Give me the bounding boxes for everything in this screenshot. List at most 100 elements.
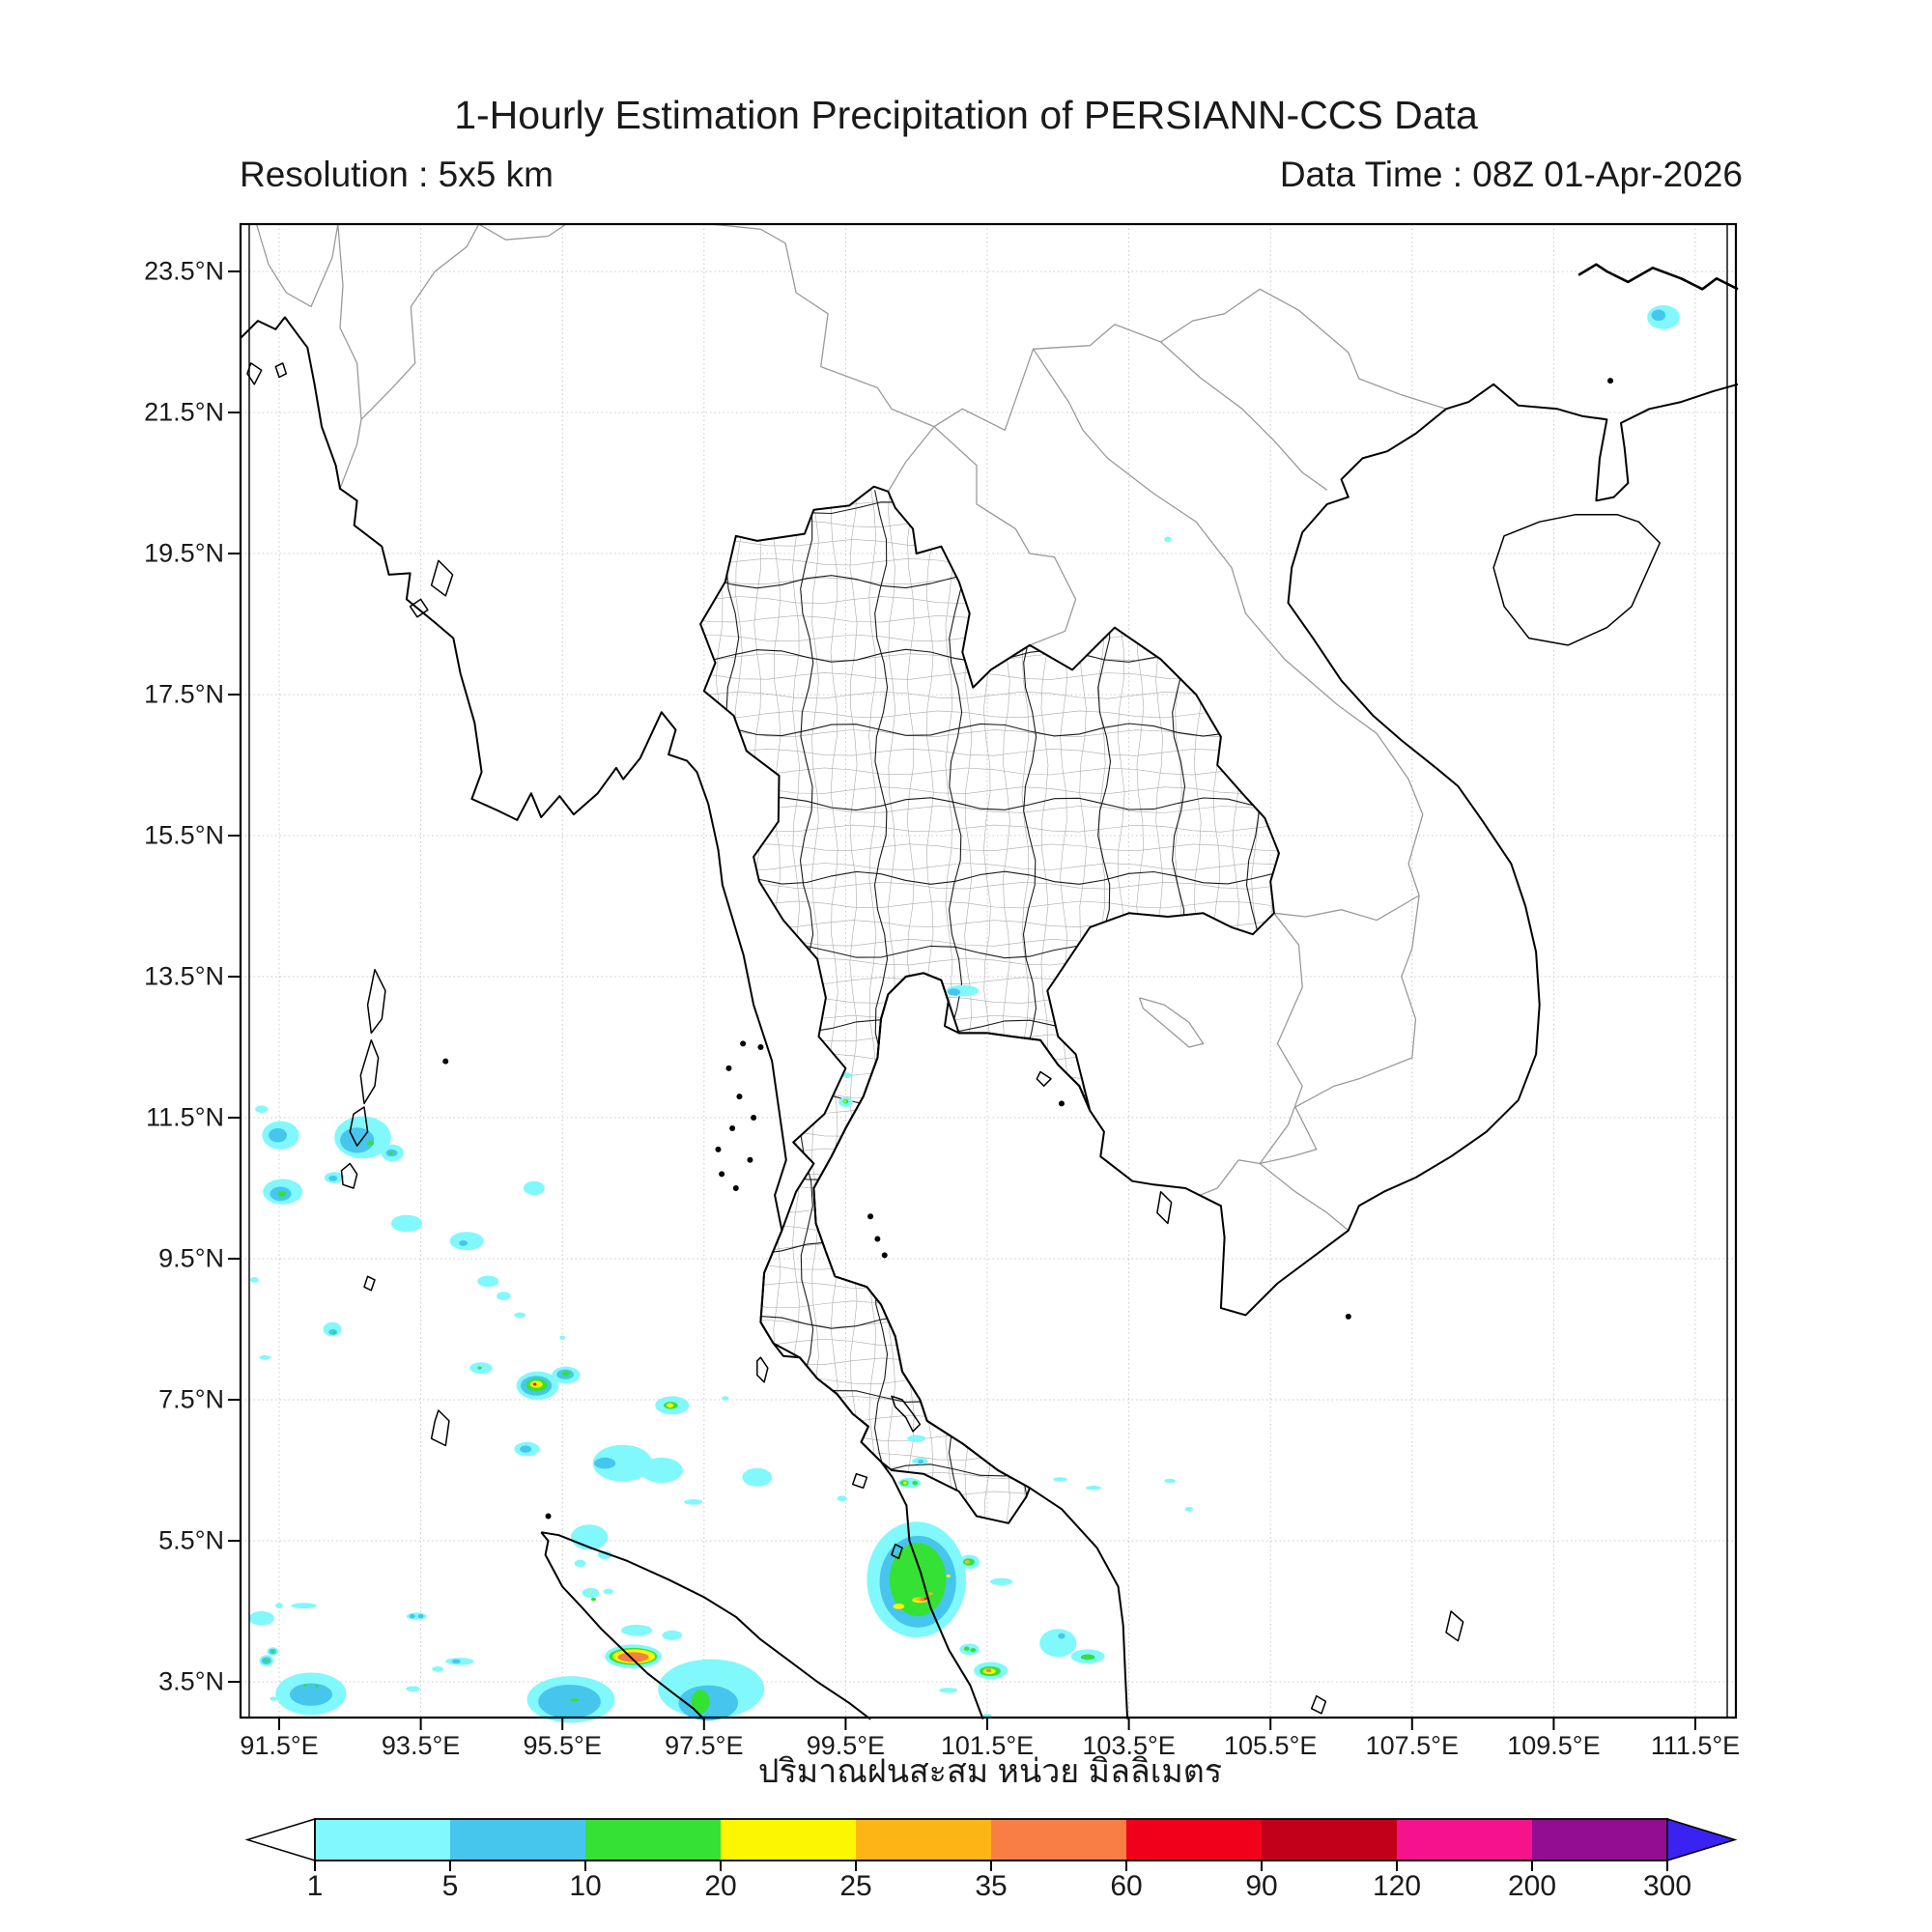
precip-cell	[574, 1559, 586, 1568]
precip-cell	[291, 1603, 317, 1609]
precip-cell	[269, 1127, 288, 1143]
country-borders-rivers	[255, 223, 1447, 1232]
precip-cell	[406, 1686, 420, 1692]
precip-cell	[390, 1214, 423, 1233]
precip-cell	[570, 1524, 609, 1550]
colorbar-tick-label: 20	[704, 1870, 737, 1902]
precip-cell	[315, 1684, 319, 1688]
precip-cell	[249, 1277, 259, 1283]
x-tick-label: 91.5°E	[240, 1731, 319, 1760]
y-tick-label: 17.5°N	[144, 679, 224, 709]
precip-cell	[264, 1659, 270, 1662]
resolution-label: Resolution : 5x5 km	[240, 155, 554, 194]
precip-cell	[963, 1646, 970, 1651]
precip-cell	[477, 1275, 499, 1288]
precip-cell	[459, 1240, 468, 1246]
precip-cell	[582, 1587, 600, 1599]
y-tick-label: 11.5°N	[146, 1102, 224, 1132]
colorbar-tick-label: 1	[306, 1870, 324, 1902]
colorbar-segment	[991, 1819, 1126, 1861]
precip-cell	[912, 1480, 919, 1486]
colorbar-tick-label: 120	[1372, 1870, 1422, 1902]
colorbar-segment	[856, 1819, 991, 1861]
colorbar-segment	[1532, 1819, 1667, 1861]
precipitation-layer	[248, 305, 1680, 1723]
precip-cell	[939, 1688, 958, 1693]
precip-cell	[684, 1498, 703, 1505]
precip-cell	[248, 1611, 274, 1626]
precip-cell	[497, 1292, 511, 1301]
precip-cell	[843, 1100, 846, 1103]
y-tick-label: 5.5°N	[158, 1525, 224, 1555]
precip-cell	[388, 1151, 394, 1154]
precip-cell	[559, 1335, 566, 1340]
precip-cell	[332, 1331, 336, 1335]
precip-cell	[1039, 1629, 1077, 1658]
y-tick-label: 23.5°N	[144, 256, 224, 286]
precip-cell	[691, 1690, 710, 1714]
colorbar-tick-label: 200	[1507, 1870, 1557, 1902]
precip-cell	[328, 1175, 338, 1181]
precip-cell	[1058, 1633, 1065, 1639]
precip-cell	[907, 1435, 926, 1442]
precip-cell	[532, 1382, 537, 1386]
x-axis-title: ปริมาณฝนสะสม หน่วย มิลลิเมตร	[757, 1753, 1223, 1790]
precip-cell	[451, 1659, 461, 1664]
x-tick-label: 99.5°E	[806, 1731, 886, 1760]
x-tick-label: 107.5°E	[1365, 1731, 1459, 1760]
colorbar-tick-label: 10	[569, 1870, 602, 1902]
precip-cell	[959, 1643, 980, 1656]
precip-cell	[893, 1603, 905, 1609]
precip-cell	[270, 1650, 275, 1653]
precip-cell	[617, 1652, 649, 1662]
precip-cell	[449, 1232, 484, 1251]
precip-cell	[340, 1127, 375, 1153]
colorbar-segment	[1126, 1819, 1262, 1861]
precip-cell	[666, 1403, 674, 1408]
y-tick-label: 3.5°N	[158, 1666, 224, 1696]
colorbar-segment	[721, 1819, 856, 1861]
colorbar-segment	[315, 1819, 450, 1861]
precip-cell	[742, 1467, 773, 1487]
precip-cell	[561, 1371, 570, 1377]
precip-cell	[328, 1329, 338, 1335]
precip-cell	[989, 1577, 1013, 1586]
plot-frame	[228, 222, 1738, 1730]
x-tick-label: 97.5°E	[665, 1731, 744, 1760]
precip-cell	[270, 1696, 277, 1701]
precip-cell	[590, 1597, 597, 1602]
precip-cell	[275, 1603, 283, 1609]
colorbar-segment	[450, 1819, 585, 1861]
precip-cell	[923, 1597, 927, 1600]
thailand-district-boundaries	[700, 486, 1278, 1523]
precip-cell	[639, 1457, 683, 1484]
precip-cell	[255, 1105, 269, 1113]
precip-cell	[1053, 1477, 1067, 1482]
precip-cell	[432, 1665, 444, 1672]
colorbar-segment	[1397, 1819, 1532, 1861]
precip-cell	[970, 1647, 977, 1653]
precip-cell	[538, 1684, 601, 1719]
precip-cell	[1651, 309, 1666, 322]
colorbar-tick-label: 25	[839, 1870, 872, 1902]
y-tick-label: 15.5°N	[144, 820, 224, 850]
precip-cell	[366, 1141, 375, 1146]
colorbar-tick-label: 300	[1642, 1870, 1692, 1902]
precip-cell	[928, 1592, 933, 1596]
precip-cell	[964, 1560, 971, 1564]
x-tick-label: 103.5°E	[1082, 1731, 1176, 1760]
precip-cell	[1085, 1486, 1102, 1491]
y-tick-label: 13.5°N	[144, 961, 224, 991]
x-tick-label: 93.5°E	[381, 1731, 461, 1760]
precip-cell	[903, 1481, 907, 1485]
page-title: 1-Hourly Estimation Precipitation of PER…	[454, 93, 1478, 137]
precip-cell	[662, 1630, 683, 1640]
x-tick-label: 105.5°E	[1224, 1731, 1318, 1760]
precip-cell	[417, 1613, 424, 1619]
precip-cell	[523, 1180, 545, 1196]
precip-cell	[603, 1588, 613, 1595]
colorbar-tick-label: 5	[441, 1870, 459, 1902]
precip-cell	[889, 1543, 947, 1617]
